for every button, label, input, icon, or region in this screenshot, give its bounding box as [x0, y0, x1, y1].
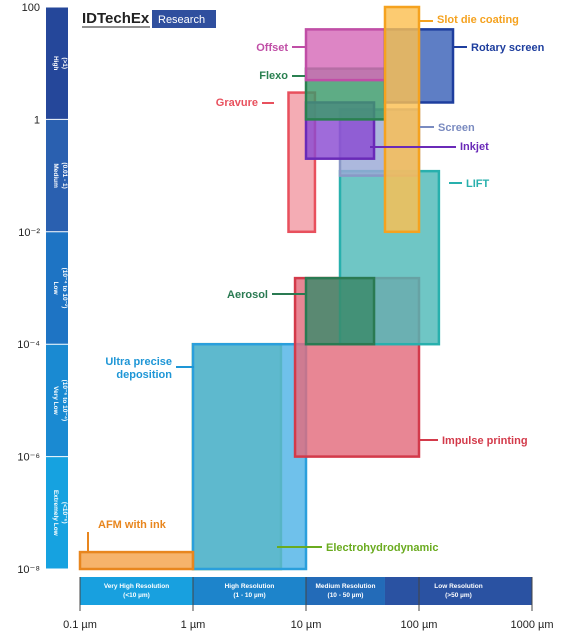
y-axis-bands: High (>1) Medium (0.01 - 1) Low (10⁻⁴ to 10⁻²…: [46, 7, 68, 569]
y-band-label-1-1: (0.01 - 1): [61, 162, 68, 188]
x-tick-label-4: 1000 µm: [510, 619, 553, 631]
technology-labels: Electrohydrodynamic Ultra precise depositi…: [87, 14, 545, 554]
brand-tag: Research: [158, 14, 205, 26]
axes: 100 1 10⁻² 10⁻⁴ 10⁻⁶ 10⁻⁸ 0.1 µm 1 µm 10 µm 100 µ…: [17, 2, 553, 631]
label-slot-die-coating: Slot die coating: [437, 14, 519, 26]
x-tick-label-0: 0.1 µm: [63, 619, 97, 631]
y-tick-label-4: 10⁻⁶: [17, 452, 40, 464]
x-tick-label-2: 10 µm: [291, 619, 322, 631]
x-band-3: [384, 577, 532, 605]
x-band-label-3-1: (>50 µm): [445, 592, 472, 599]
box-afm-with-ink: [78, 550, 195, 571]
brand-tag-bg: [152, 10, 216, 28]
y-tick-label-2: 10⁻²: [18, 227, 40, 239]
x-band-label-2-1: (10 - 50 µm): [328, 592, 364, 599]
y-band-label-1-0: Medium: [52, 163, 59, 188]
y-band-label-0-0: High: [52, 56, 59, 70]
y-band-label-4-0: Extremely Low: [52, 490, 59, 537]
label-lift: LIFT: [466, 178, 489, 190]
label-electrohydrodynamic: Electrohydrodynamic: [326, 542, 438, 554]
y-band-0: [46, 7, 68, 120]
box-aerosol: [304, 276, 376, 346]
label-screen: Screen: [438, 122, 475, 134]
x-tick-label-3: 100 µm: [401, 619, 438, 631]
x-tick-label-1: 1 µm: [181, 619, 206, 631]
brand-logo: IDTechEx Research: [82, 10, 216, 28]
x-band-2: [306, 577, 385, 605]
x-band-label-2-0: Medium Resolution: [316, 583, 376, 590]
y-band-label-3-0: Very Low: [52, 386, 59, 415]
y-band-3: [46, 344, 68, 457]
label-rotary-screen: Rotary screen: [471, 42, 545, 54]
y-band-label-0-1: (>1): [61, 57, 68, 69]
y-tick-label-1: 1: [34, 114, 40, 126]
x-band-label-1-1: (1 - 10 µm): [233, 592, 265, 599]
x-axis-bands: Very High Resolution (<10 µm) High Resolut…: [80, 577, 532, 605]
y-band-2: [46, 231, 68, 345]
y-band-1: [46, 119, 68, 232]
y-tick-label-3: 10⁻⁴: [17, 339, 40, 351]
x-band-label-0-0: Very High Resolution: [104, 583, 169, 590]
x-band-label-0-1: (<10 µm): [123, 592, 150, 599]
x-band-label-1-0: High Resolution: [225, 583, 275, 590]
label-inkjet: Inkjet: [460, 141, 489, 153]
box-ultra-precise-deposition: [191, 342, 308, 571]
x-band-1: [193, 577, 306, 605]
label-offset: Offset: [256, 42, 288, 54]
y-tick-label-5: 10⁻⁸: [17, 564, 40, 576]
label-gravure: Gravure: [216, 97, 258, 109]
y-band-4: [46, 456, 68, 569]
label-ultra-precise-deposition: Ultra precise deposition: [105, 356, 172, 381]
label-aerosol: Aerosol: [227, 289, 268, 301]
y-tick-label-0: 100: [22, 2, 40, 14]
brand-name: IDTechEx: [82, 10, 150, 27]
y-band-label-3-1: (10⁻⁶ to 10⁻⁴): [61, 380, 68, 422]
x-band-0: [80, 577, 193, 605]
x-band-label-3-0: Low Resolution: [434, 583, 482, 590]
technology-boxes: [78, 5, 455, 571]
box-slot-die-coating: [383, 5, 421, 234]
y-band-label-2-0: Low: [52, 282, 59, 296]
y-band-label-4-1: (<10⁻⁶): [61, 502, 68, 524]
label-impulse-printing: Impulse printing: [442, 435, 528, 447]
y-band-label-2-1: (10⁻⁴ to 10⁻²): [61, 268, 68, 309]
label-flexo: Flexo: [259, 70, 288, 82]
label-afm-with-ink: AFM with ink: [98, 519, 167, 531]
box-offset: [304, 28, 387, 82]
